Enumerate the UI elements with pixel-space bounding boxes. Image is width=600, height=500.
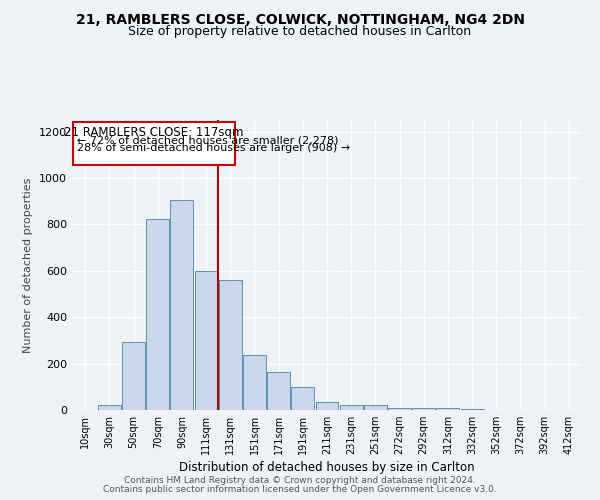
- Bar: [340, 406, 362, 410]
- Text: Size of property relative to detached houses in Carlton: Size of property relative to detached ho…: [128, 25, 472, 38]
- Y-axis label: Number of detached properties: Number of detached properties: [23, 178, 34, 352]
- Bar: [436, 408, 460, 410]
- Text: 21 RAMBLERS CLOSE: 117sqm: 21 RAMBLERS CLOSE: 117sqm: [64, 126, 244, 139]
- Bar: [364, 406, 387, 410]
- FancyBboxPatch shape: [73, 122, 235, 165]
- Bar: [219, 280, 242, 410]
- Bar: [388, 408, 411, 410]
- Bar: [267, 372, 290, 410]
- Bar: [146, 218, 169, 410]
- Text: Contains public sector information licensed under the Open Government Licence v3: Contains public sector information licen…: [103, 485, 497, 494]
- Text: 21, RAMBLERS CLOSE, COLWICK, NOTTINGHAM, NG4 2DN: 21, RAMBLERS CLOSE, COLWICK, NOTTINGHAM,…: [76, 12, 524, 26]
- Text: ← 72% of detached houses are smaller (2,278): ← 72% of detached houses are smaller (2,…: [77, 135, 338, 145]
- Text: Contains HM Land Registry data © Crown copyright and database right 2024.: Contains HM Land Registry data © Crown c…: [124, 476, 476, 485]
- Bar: [170, 200, 193, 410]
- X-axis label: Distribution of detached houses by size in Carlton: Distribution of detached houses by size …: [179, 462, 475, 474]
- Bar: [243, 356, 266, 410]
- Bar: [316, 402, 338, 410]
- Text: 28% of semi-detached houses are larger (908) →: 28% of semi-detached houses are larger (…: [77, 143, 350, 153]
- Bar: [292, 387, 314, 410]
- Bar: [461, 409, 484, 410]
- Bar: [122, 342, 145, 410]
- Bar: [194, 271, 218, 410]
- Bar: [98, 406, 121, 410]
- Bar: [412, 408, 435, 410]
